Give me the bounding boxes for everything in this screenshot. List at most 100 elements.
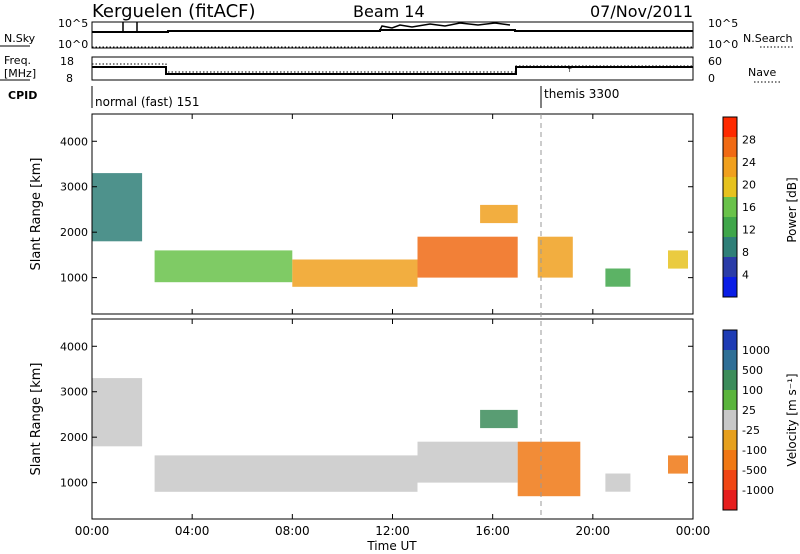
freq-left-tick-top: 18 bbox=[60, 55, 74, 68]
cpid-mode-themis: themis 3300 bbox=[544, 87, 619, 101]
x-axis-tick-label-3: 12:00 bbox=[375, 524, 410, 538]
power-ytick-label-3: 4000 bbox=[60, 135, 88, 148]
velocity-colorbar-swatch-3 bbox=[723, 430, 737, 450]
freq-left-tick-bottom: 8 bbox=[66, 72, 73, 85]
power-colorbar-tick-label-5: 24 bbox=[742, 156, 756, 169]
power-ytick-label-1: 2000 bbox=[60, 226, 88, 239]
velocity-panel: 1000 2000 3000 4000 Slant Range [km] bbox=[29, 318, 694, 520]
power-colorbar-tick-label-0: 4 bbox=[742, 269, 749, 282]
power-band-4 bbox=[480, 204, 518, 224]
power-colorbar: 4 8 12 16 20 24 28 Power [dB] bbox=[722, 116, 799, 298]
power-band-5 bbox=[537, 236, 573, 278]
power-ytick-label-0: 1000 bbox=[60, 272, 88, 285]
power-band-7 bbox=[668, 250, 688, 269]
power-band-6 bbox=[605, 268, 631, 287]
x-axis-tick-label-1: 04:00 bbox=[175, 524, 210, 538]
velocity-colorbar-frame bbox=[722, 329, 738, 511]
freq-right-tick-bottom: 0 bbox=[708, 72, 715, 85]
power-colorbar-tick-label-2: 12 bbox=[742, 224, 756, 237]
velocity-ytick-label-3: 4000 bbox=[60, 340, 88, 353]
power-colorbar-tick-label-1: 8 bbox=[742, 246, 749, 259]
velocity-colorbar: -1000 -500 -100 -25 25 100 500 1000 Velocity [m… bbox=[722, 329, 799, 511]
velocity-colorbar-tick-label-4: 25 bbox=[742, 404, 756, 417]
power-axis: 1000 2000 3000 4000 bbox=[60, 114, 694, 314]
velocity-band-3 bbox=[480, 409, 518, 429]
x-axis-tick-label-6: 00:00 bbox=[676, 524, 711, 538]
velocity-band-2 bbox=[417, 441, 518, 483]
velocity-colorbar-tick-label-1: -500 bbox=[742, 464, 767, 477]
velocity-ytick-label-0: 1000 bbox=[60, 477, 88, 490]
freq-frame bbox=[91, 56, 694, 81]
velocity-band-6 bbox=[668, 455, 688, 474]
power-colorbar-frame bbox=[722, 116, 738, 298]
power-colorbar-swatches bbox=[723, 117, 737, 297]
x-axis-labels: 00:00 04:00 08:00 12:00 16:00 20:00 00:00 bbox=[75, 524, 711, 538]
nsky-label: N.Sky bbox=[4, 32, 36, 45]
nsky-right-tick-top: 10^5 bbox=[708, 17, 738, 30]
freq-panel: Freq. [MHz] 18 8 60 0 Nave ᵀ bbox=[0, 54, 782, 85]
power-colorbar-swatch-2 bbox=[723, 237, 737, 257]
velocity-colorbar-tick-label-5: 100 bbox=[742, 384, 763, 397]
power-band-2 bbox=[292, 259, 418, 287]
velocity-colorbar-swatch-1 bbox=[723, 470, 737, 490]
velocity-ylabel: Slant Range [km] bbox=[29, 363, 44, 476]
nsky-trace bbox=[92, 29, 693, 33]
x-axis-tick-label-5: 20:00 bbox=[576, 524, 611, 538]
nsky-spikes bbox=[122, 22, 511, 31]
power-colorbar-swatch-4 bbox=[723, 197, 737, 217]
freq-right-tick-top: 60 bbox=[708, 55, 722, 68]
x-axis-title: Time UT bbox=[366, 539, 417, 553]
beam-title: Beam 14 bbox=[353, 2, 425, 21]
nsearch-label: N.Search bbox=[743, 32, 793, 45]
velocity-colorbar-swatch-6 bbox=[723, 370, 737, 390]
freq-label-line2: [MHz] bbox=[4, 67, 36, 80]
velocity-colorbar-tick-label-6: 500 bbox=[742, 364, 763, 377]
velocity-colorbar-tick-label-0: -1000 bbox=[742, 484, 774, 497]
power-colorbar-swatch-5 bbox=[723, 177, 737, 197]
nave-trace bbox=[92, 63, 693, 73]
x-axis-tick-label-2: 08:00 bbox=[275, 524, 310, 538]
velocity-colorbar-tick-label-3: -25 bbox=[742, 424, 760, 437]
nsky-right-tick-bottom: 10^0 bbox=[708, 38, 738, 51]
velocity-band-0 bbox=[92, 378, 143, 447]
nave-marker: ᵀ bbox=[567, 68, 572, 78]
velocity-colorbar-swatch-5 bbox=[723, 390, 737, 410]
power-colorbar-title: Power [dB] bbox=[785, 177, 799, 242]
velocity-ytick-label-2: 3000 bbox=[60, 386, 88, 399]
power-data-layer bbox=[92, 173, 688, 287]
station-title: Kerguelen (fitACF) bbox=[92, 1, 256, 22]
x-axis-tick-label-0: 00:00 bbox=[75, 524, 110, 538]
velocity-colorbar-swatch-2 bbox=[723, 450, 737, 470]
power-colorbar-swatch-6 bbox=[723, 157, 737, 177]
velocity-band-5 bbox=[605, 473, 631, 492]
freq-label-line1: Freq. bbox=[4, 54, 31, 67]
power-ylabel: Slant Range [km] bbox=[29, 158, 44, 271]
velocity-colorbar-ticks: -1000 -500 -100 -25 25 100 500 1000 bbox=[742, 344, 774, 497]
velocity-colorbar-swatches bbox=[723, 330, 737, 510]
velocity-data-layer bbox=[92, 378, 688, 497]
velocity-colorbar-swatch-8 bbox=[723, 330, 737, 350]
power-colorbar-swatch-7 bbox=[723, 137, 737, 157]
power-band-3 bbox=[417, 236, 518, 278]
power-colorbar-tick-label-6: 28 bbox=[742, 134, 756, 147]
cpid-mode-normal: normal (fast) 151 bbox=[95, 95, 199, 109]
velocity-colorbar-tick-label-2: -100 bbox=[742, 444, 767, 457]
velocity-band-1 bbox=[154, 455, 418, 492]
velocity-colorbar-swatch-0 bbox=[723, 490, 737, 510]
power-band-0 bbox=[92, 173, 143, 242]
power-band-1 bbox=[154, 250, 293, 283]
nsky-left-tick-bottom: 10^0 bbox=[58, 38, 88, 51]
power-colorbar-swatch-8 bbox=[723, 117, 737, 137]
freq-trace bbox=[92, 66, 693, 75]
velocity-colorbar-tick-label-7: 1000 bbox=[742, 344, 770, 357]
power-colorbar-swatch-0 bbox=[723, 277, 737, 297]
x-axis-tick-label-4: 16:00 bbox=[475, 524, 510, 538]
power-colorbar-swatch-1 bbox=[723, 257, 737, 277]
power-colorbar-swatch-3 bbox=[723, 217, 737, 237]
nsky-panel: N.Sky 10^5 10^0 10^5 10^0 N.Search bbox=[0, 17, 794, 51]
velocity-axis: 1000 2000 3000 4000 bbox=[60, 319, 694, 519]
velocity-ytick-label-1: 2000 bbox=[60, 431, 88, 444]
cpid-label: CPID bbox=[8, 89, 37, 102]
velocity-colorbar-swatch-7 bbox=[723, 350, 737, 370]
